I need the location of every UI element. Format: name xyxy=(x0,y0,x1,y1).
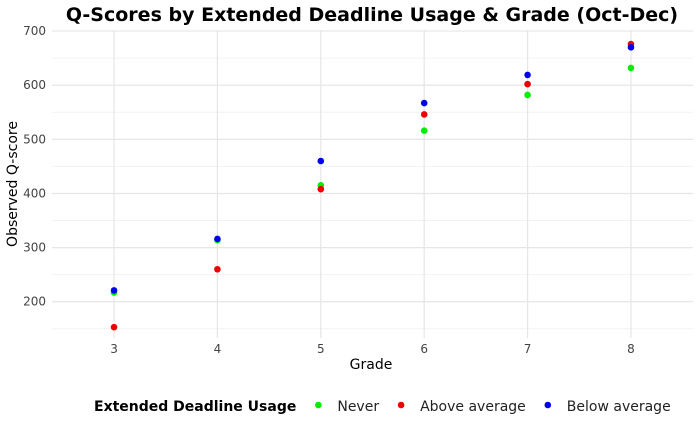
legend-marker xyxy=(544,401,552,409)
x-axis-label: Grade xyxy=(350,357,393,373)
x-axis-ticks: 3 4 5 6 7 8 xyxy=(110,342,635,356)
y-tick-label: 500 xyxy=(23,132,46,146)
data-point xyxy=(420,99,428,107)
y-tick-label: 300 xyxy=(23,241,46,255)
y-tick-label: 200 xyxy=(23,295,46,309)
legend-label: Above average xyxy=(420,399,526,415)
data-point xyxy=(524,80,531,88)
data-points xyxy=(110,40,635,331)
legend-title: Extended Deadline Usage xyxy=(94,399,296,415)
y-axis-ticks: 200 300 400 500 600 700 xyxy=(23,24,46,309)
x-tick-label: 5 xyxy=(317,342,325,356)
data-point xyxy=(110,287,118,294)
data-point xyxy=(214,235,221,243)
x-tick-label: 6 xyxy=(420,342,428,356)
legend-label: Below average xyxy=(567,399,671,415)
x-tick-label: 3 xyxy=(110,342,118,356)
legend-label: Never xyxy=(337,399,379,415)
data-point xyxy=(524,91,531,99)
data-point xyxy=(627,64,635,72)
data-point xyxy=(317,185,325,193)
data-point xyxy=(214,265,221,273)
data-point xyxy=(110,323,118,331)
legend-marker xyxy=(397,401,405,409)
legend: Extended Deadline Usage Never Above avera… xyxy=(94,399,671,415)
x-tick-label: 4 xyxy=(214,342,222,356)
chart-title: Q-Scores by Extended Deadline Usage & Gr… xyxy=(66,4,678,26)
y-tick-label: 700 xyxy=(23,24,46,38)
legend-marker xyxy=(315,401,322,409)
data-point xyxy=(317,157,325,165)
x-tick-label: 7 xyxy=(524,342,532,356)
x-tick-label: 8 xyxy=(627,342,635,356)
y-axis-label: Observed Q-score xyxy=(5,121,21,247)
data-point xyxy=(524,71,531,79)
data-point xyxy=(627,44,635,51)
y-tick-label: 400 xyxy=(23,186,46,200)
y-tick-label: 600 xyxy=(23,78,46,92)
data-point xyxy=(420,111,428,118)
data-point xyxy=(420,127,428,134)
grid xyxy=(52,30,693,338)
